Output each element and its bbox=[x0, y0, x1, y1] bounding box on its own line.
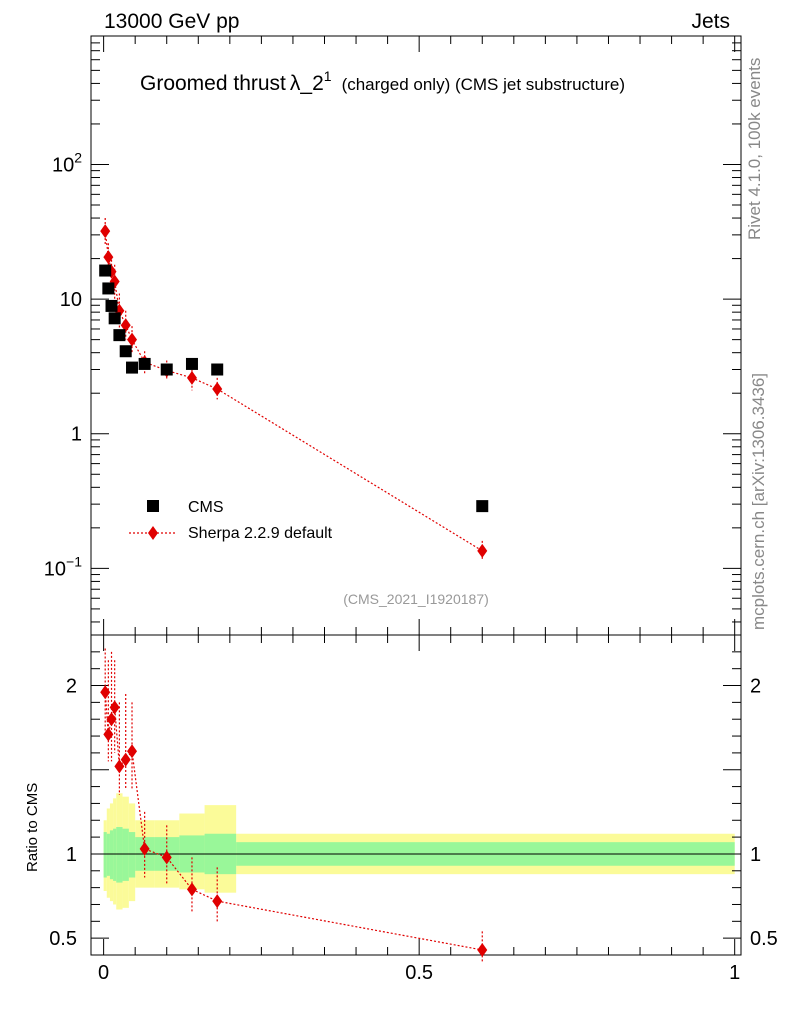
ratio-mc-point bbox=[109, 700, 120, 715]
band-inner-1 bbox=[106, 833, 110, 876]
main-y-tick-label: 102 bbox=[52, 149, 82, 176]
ratio-mc-line bbox=[104, 692, 483, 951]
legend: CMS Sherpa 2.2.9 default bbox=[129, 499, 333, 542]
main-data-point bbox=[119, 345, 132, 358]
ratio-panel-frame bbox=[90, 634, 742, 956]
main-mc-point bbox=[477, 543, 488, 558]
main-mc-point bbox=[212, 381, 223, 396]
main-mc-point bbox=[120, 318, 131, 333]
x-tick-label: 0 bbox=[98, 962, 109, 984]
main-mc-point bbox=[127, 332, 138, 347]
ratio-mc-point bbox=[103, 727, 114, 742]
plot-title: Groomed thrust λ_21 (charged only) (CMS je… bbox=[140, 68, 625, 95]
ratio-y-tick-label-left: 0.5 bbox=[49, 928, 77, 950]
x-axis-ticks bbox=[103, 36, 736, 955]
band-inner-2 bbox=[109, 830, 114, 880]
main-data-point bbox=[138, 357, 151, 370]
ratio-mc-point bbox=[114, 759, 125, 774]
ratio-mc-point bbox=[186, 882, 197, 897]
main-mc-point bbox=[100, 224, 111, 239]
legend-data-marker bbox=[147, 500, 159, 512]
x-tick-label: 1 bbox=[729, 962, 740, 984]
x-tick-label: 0.5 bbox=[405, 962, 433, 984]
main-mc-point bbox=[103, 250, 114, 265]
ratio-y-tick-label-right: 2 bbox=[750, 676, 761, 698]
main-data-point bbox=[105, 299, 118, 312]
ratio-mc-point bbox=[106, 712, 117, 727]
legend-mc-label: Sherpa 2.2.9 default bbox=[188, 525, 333, 542]
legend-mc-marker bbox=[148, 526, 158, 540]
main-axis-ticks bbox=[91, 35, 741, 623]
ratio-mc-point bbox=[100, 685, 111, 700]
ratio-y-tick-label-right: 0.5 bbox=[750, 928, 778, 950]
main-data-point bbox=[211, 363, 224, 376]
ratio-axis-ticks bbox=[91, 651, 741, 939]
ratio-mc-point bbox=[139, 841, 150, 856]
main-data-point bbox=[108, 312, 121, 325]
main-y-tick-label: 1 bbox=[71, 424, 82, 446]
mcplots-credit-text: mcplots.cern.ch [arXiv:1306.3436] bbox=[749, 373, 768, 630]
main-y-tick-labels: 10−1 1 10 102 bbox=[44, 149, 82, 580]
ratio-mc-point bbox=[127, 744, 138, 759]
ratio-mc-point bbox=[477, 942, 488, 957]
ratio-mc-series bbox=[100, 648, 488, 962]
ratio-mc-point bbox=[120, 752, 131, 767]
main-panel-frame bbox=[90, 35, 742, 636]
ratio-mc-point bbox=[212, 894, 223, 909]
main-data-point bbox=[126, 361, 139, 374]
analysis-id-label: (CMS_2021_I1920187) bbox=[343, 591, 489, 607]
ratio-y-tick-label-left: 1 bbox=[66, 844, 77, 866]
main-data-point bbox=[185, 357, 198, 370]
band-inner-3 bbox=[113, 828, 117, 881]
band-inner-4 bbox=[116, 827, 123, 883]
ratio-y-tick-label-right: 1 bbox=[750, 844, 761, 866]
main-y-tick-label: 10−1 bbox=[44, 553, 82, 580]
ratio-y-tick-labels: 0.5 0.5 1 1 2 2 bbox=[49, 676, 778, 951]
ratio-y-axis-label: Ratio to CMS bbox=[24, 783, 41, 872]
rivet-version-text: Rivet 4.1.0, 100k events bbox=[745, 58, 764, 240]
band-inner-0 bbox=[103, 832, 107, 878]
main-mc-line bbox=[104, 231, 483, 552]
x-tick-labels: 0 0.5 1 bbox=[98, 962, 740, 984]
band-inner-5 bbox=[122, 828, 129, 881]
ratio-mc-point bbox=[161, 850, 172, 865]
legend-data-label: CMS bbox=[188, 499, 224, 516]
header-right: Jets bbox=[691, 10, 730, 33]
ratio-uncertainty-bands bbox=[103, 793, 735, 910]
main-data-point bbox=[160, 363, 173, 376]
ratio-y-tick-label-left: 2 bbox=[66, 676, 77, 698]
main-data-point bbox=[476, 500, 489, 513]
main-y-tick-label: 10 bbox=[60, 289, 82, 311]
main-mc-point bbox=[186, 370, 197, 385]
main-data-point bbox=[102, 282, 115, 295]
band-inner-6 bbox=[128, 832, 136, 878]
main-data-point bbox=[99, 264, 112, 277]
header-left: 13000 GeV pp bbox=[104, 10, 239, 33]
main-data-series bbox=[99, 264, 489, 513]
main-data-point bbox=[113, 329, 126, 342]
